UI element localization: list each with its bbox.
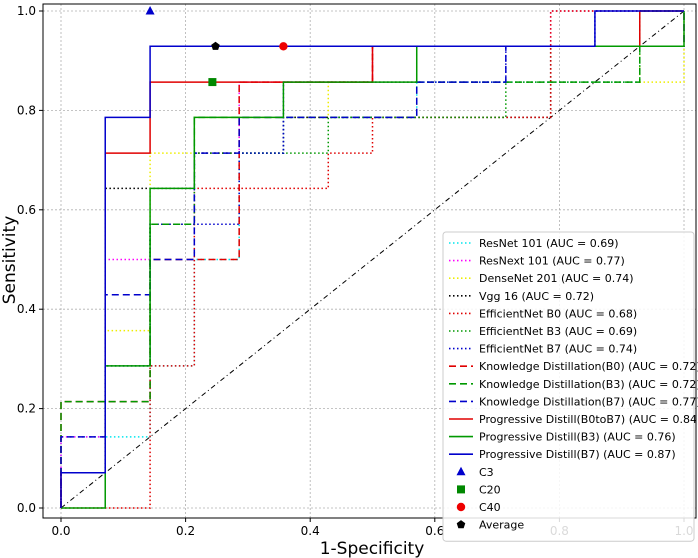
legend-marker-c40: [456, 502, 466, 512]
legend-label: Progressive Distill(B7) (AUC = 0.87): [479, 448, 676, 461]
legend-label: EfficientNet B3 (AUC = 0.69): [479, 325, 637, 338]
legend-label: Knowledge Distillation(B0) (AUC = 0.72): [479, 360, 698, 373]
y-tick-label: 0.4: [17, 302, 36, 316]
plot-frame: [42, 3, 697, 519]
legend-marker-c20: [457, 485, 465, 494]
legend-label: Average: [479, 519, 524, 532]
y-tick-label: 0.8: [17, 103, 36, 117]
legend-marker-c3: [456, 466, 466, 476]
legend-label: Knowledge Distillation(B3) (AUC = 0.72): [479, 378, 698, 391]
classifier-markers: [145, 6, 288, 87]
legend-label: C20: [479, 483, 501, 496]
legend-marker-average: [456, 520, 466, 529]
roc-curve-10: [60, 11, 685, 508]
legend-box: [442, 231, 695, 542]
y-tick-label: 0.6: [17, 203, 36, 217]
y-tick-label: 1.0: [17, 4, 36, 18]
legend-label: Progressive Distill(B0toB7) (AUC = 0.84): [479, 413, 698, 426]
legend-label: C40: [479, 501, 501, 514]
legend-label: Progressive Distill(B3) (AUC = 0.76): [479, 431, 676, 444]
marker-c40: [279, 42, 288, 51]
legend: ResNet 101 (AUC = 0.69) ResNext 101 (AUC …: [442, 231, 698, 542]
y-axis-label: Sensitivity: [0, 216, 20, 305]
x-tick-label: 0.2: [176, 524, 195, 538]
x-tick-label: 0.0: [51, 524, 70, 538]
y-tick-label: 0.2: [17, 402, 36, 416]
y-tick-label: 0.0: [17, 501, 36, 515]
legend-label: ResNet 101 (AUC = 0.69): [479, 237, 619, 250]
roc-curves: [60, 10, 685, 509]
x-tick-label: 0.6: [425, 524, 444, 538]
roc-curve-5: [61, 10, 684, 509]
x-axis-label: 1-Specificity: [320, 539, 425, 558]
legend-label: EfficientNet B7 (AUC = 0.74): [479, 343, 637, 356]
legend-label: DenseNet 201 (AUC = 0.74): [479, 272, 634, 285]
legend-label: Knowledge Distillation(B7) (AUC = 0.77): [479, 395, 698, 408]
chance-diagonal-line: [60, 10, 685, 509]
marker-c20: [208, 78, 217, 87]
roc-curve-13: [60, 10, 684, 508]
x-tick-label: 0.4: [301, 524, 320, 538]
legend-label: ResNext 101 (AUC = 0.77): [479, 255, 625, 268]
legend-label: C3: [479, 466, 494, 479]
marker-c3: [145, 6, 155, 15]
marker-average: [211, 41, 220, 50]
legend-label: Vgg 16 (AUC = 0.72): [479, 290, 594, 303]
legend-label: EfficientNet B0 (AUC = 0.68): [479, 307, 637, 320]
